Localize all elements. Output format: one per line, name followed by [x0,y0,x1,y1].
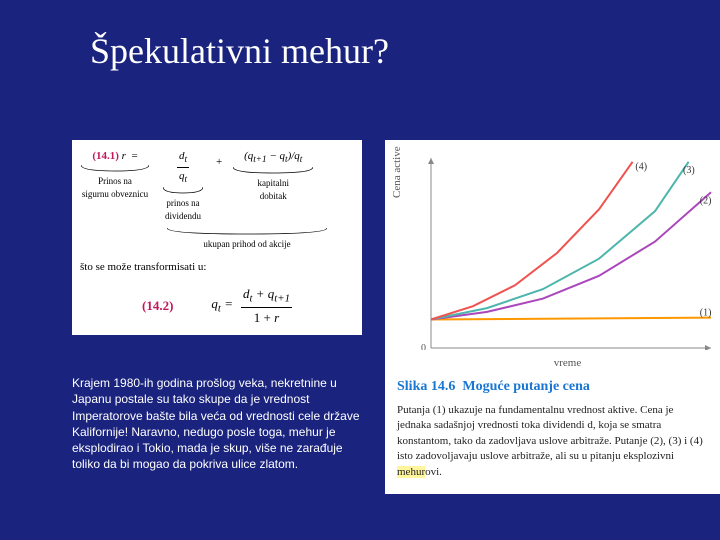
slide-title: Špekulativni mehur? [0,0,720,72]
chart-ylabel: Cena active [391,146,403,198]
eq1-label-mid: prinos nadividendu [165,197,201,224]
svg-text:(3): (3) [683,165,695,176]
figure-title: Slika 14.6 Moguće putanje cena [397,379,708,395]
price-paths-chart: Cena active 0(1)(2)(3)(4) vreme [397,150,707,365]
equation-2: (14.2) qt = dt + qt+11 + r [80,284,354,327]
svg-text:0: 0 [421,343,426,350]
eq1-brace-label: ukupan prihod od akcije [203,238,290,252]
eq1-label-lhs: Prinos nasigurnu obveznicu [82,175,148,202]
svg-text:(2): (2) [700,196,712,207]
eq1-number: (14.1) [92,150,119,162]
equation-1-box: (14.1) r = Prinos nasigurnu obveznicu dt… [72,140,362,335]
chart-xlabel: vreme [554,357,581,369]
eq2-number: (14.2) [142,296,173,316]
left-column: (14.1) r = Prinos nasigurnu obveznicu dt… [72,140,362,472]
figure-caption: Putanja (1) ukazuje na fundamentalnu vre… [397,403,708,480]
svg-text:(4): (4) [635,161,647,172]
svg-text:(1): (1) [700,308,712,319]
eq1-label-rhs: kapitalnidobitak [257,177,289,204]
body-paragraph: Krajem 1980-ih godina prošlog veka, nekr… [72,375,362,472]
eq-transform-text: što se može transformisati u: [80,259,354,276]
highlight-word: mehur [397,466,425,478]
right-column: Cena active 0 (1) (2) (3) (4) vreme Slika 14… [385,140,720,494]
